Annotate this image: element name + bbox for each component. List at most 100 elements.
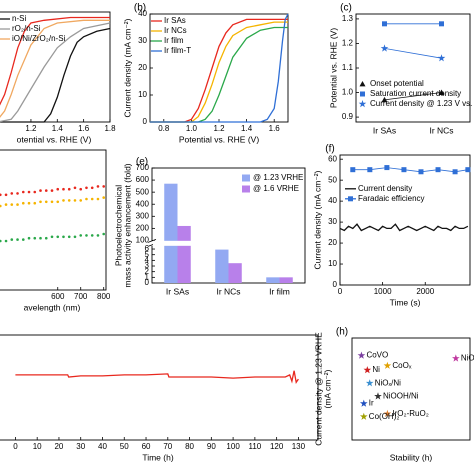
- panel-label: (c): [340, 3, 352, 14]
- point-label: Ni: [372, 365, 380, 374]
- data-point: [439, 21, 444, 27]
- data-point: [16, 238, 19, 241]
- series-line: [150, 18, 288, 123]
- x-axis-label: Potential vs. RHE (V): [179, 134, 259, 144]
- data-point: [50, 235, 54, 239]
- panel-label: (h): [336, 327, 348, 338]
- series-line: [15, 370, 299, 384]
- data-point: [96, 185, 100, 188]
- y-tick-label: 4: [145, 255, 150, 264]
- data-point: [367, 167, 373, 173]
- legend-marker: [358, 100, 367, 108]
- y-tick-label: 0: [333, 280, 338, 289]
- plot-frame: [0, 334, 319, 441]
- bar: [279, 277, 293, 283]
- data-point: [33, 201, 37, 205]
- x-tick-label: 100: [226, 442, 240, 451]
- data-point: [465, 167, 471, 173]
- x-tick-label: 2000: [416, 287, 434, 296]
- point-label: NiOₓ/Ni: [375, 378, 401, 387]
- point-label: Ir: [369, 399, 374, 408]
- data-point: [85, 234, 88, 237]
- data-point: [62, 187, 65, 191]
- legend-swatch: [242, 174, 250, 182]
- data-point: [381, 96, 388, 103]
- legend-label: iO/Ni/ZrO₂/n-Si: [12, 34, 66, 43]
- legend-marker: [359, 81, 366, 87]
- data-point: [33, 190, 37, 194]
- data-point: [73, 199, 77, 202]
- data-point: [4, 203, 8, 206]
- data-point: [27, 201, 31, 205]
- x-tick-label: 10: [33, 442, 42, 451]
- data-point: [73, 235, 77, 239]
- x-tick-label: 0.8: [158, 124, 170, 133]
- data-point: [0, 193, 2, 197]
- plot-frame: [0, 11, 111, 123]
- x-axis-label: avelength (nm): [24, 302, 81, 312]
- legend-label: @ 1.6 VRHE: [253, 184, 299, 193]
- y-tick-label: 10: [328, 259, 337, 268]
- data-point: [452, 169, 458, 175]
- data-point: [44, 200, 48, 204]
- y-tick-label: 10: [138, 90, 147, 99]
- y-tick-label: 40: [328, 196, 337, 205]
- y-tick-label: 100: [136, 236, 150, 245]
- x-tick-label: 40: [98, 442, 107, 451]
- x-tick-label: 50: [120, 442, 129, 451]
- legend-label: rO₂/n-Si: [12, 24, 41, 33]
- data-point: [102, 232, 106, 236]
- data-point: [62, 199, 65, 202]
- y-axis-label: Photoelectrochemical: [113, 185, 123, 266]
- point-label: NiOOH/Ni: [383, 391, 419, 400]
- bar: [164, 183, 178, 283]
- data-point: [360, 399, 368, 407]
- y-axis-label: (mA cm⁻²): [322, 369, 332, 408]
- legend-label: Current density: [358, 184, 412, 193]
- x-tick-label: 1.6: [269, 124, 281, 133]
- plot-frame: [0, 149, 107, 291]
- data-point: [16, 192, 19, 195]
- point-label: CoOₓ: [392, 361, 411, 370]
- data-point: [4, 193, 8, 197]
- y-tick-label: 1.0: [342, 88, 354, 97]
- data-point: [56, 235, 60, 239]
- data-point: [67, 199, 71, 202]
- panel-label: (b): [134, 3, 146, 14]
- y-axis-label: mass activity enhancement (fold): [122, 163, 132, 287]
- data-point: [39, 236, 42, 240]
- x-tick-label: 0: [338, 287, 343, 296]
- point-label: CoVO: [366, 351, 388, 360]
- data-point: [380, 44, 389, 52]
- x-tick-label: 130: [292, 442, 306, 451]
- y-tick-label: 1.1: [342, 63, 354, 72]
- y-axis-label: Current density @ 1.23 VRHE: [313, 332, 323, 446]
- series-line: [150, 13, 289, 123]
- data-point: [10, 203, 14, 206]
- data-point: [102, 185, 106, 188]
- data-point: [96, 234, 100, 237]
- legend-swatch: [242, 185, 250, 193]
- data-point: [79, 187, 83, 191]
- data-point: [21, 238, 25, 241]
- legend-marker: [360, 91, 365, 97]
- y-tick-label: 600: [136, 175, 150, 184]
- category-label: Ir NCs: [429, 125, 453, 135]
- data-point: [10, 238, 14, 241]
- bar: [228, 263, 242, 283]
- x-tick-label: 0: [13, 442, 18, 451]
- legend-label: Ir film-T: [164, 46, 191, 55]
- y-tick-label: 700: [136, 163, 150, 172]
- x-tick-label: 120: [270, 442, 284, 451]
- legend-label: Ir SAs: [164, 16, 186, 25]
- data-point: [79, 199, 83, 202]
- axis-break: [148, 240, 156, 246]
- data-point: [90, 234, 94, 237]
- bar-break: [153, 240, 304, 246]
- y-tick-label: 5: [145, 250, 150, 259]
- panel-label: (f): [325, 144, 334, 155]
- x-tick-label: 70: [163, 442, 172, 451]
- x-tick-label: 60: [142, 442, 151, 451]
- data-point: [73, 186, 77, 190]
